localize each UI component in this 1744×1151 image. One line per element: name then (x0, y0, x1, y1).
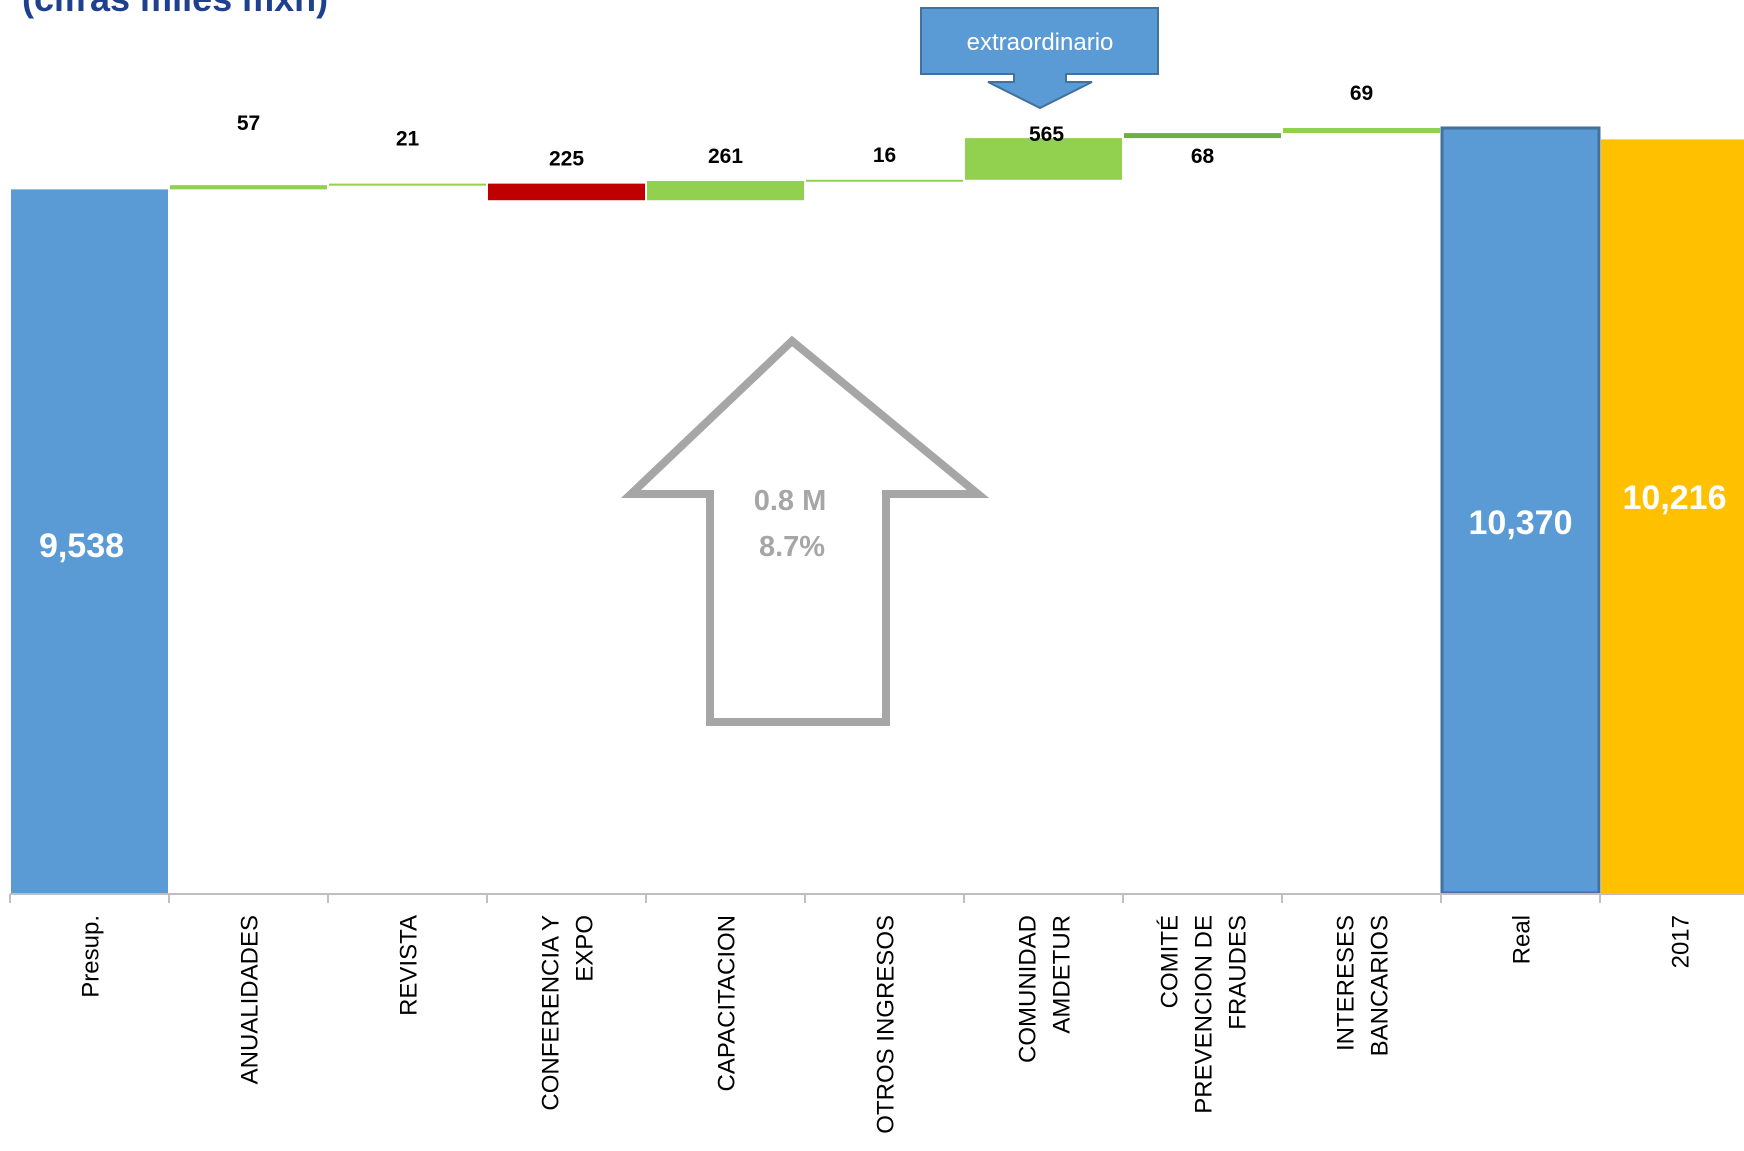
bar-conferencia-y-expo (488, 183, 645, 201)
x-tick-label: 2017 (1668, 915, 1695, 968)
bar-comunidad-amdetur (965, 138, 1122, 180)
value-label: 10,370 (1469, 504, 1573, 542)
bar-revista (329, 183, 486, 186)
arrow-percent-text: 8.7% (759, 531, 825, 563)
x-tick-label: REVISTA (396, 915, 423, 1016)
value-label: 16 (873, 144, 896, 167)
value-label: 10,216 (1623, 479, 1727, 517)
value-label: 69 (1350, 82, 1373, 105)
callout-down-arrow-icon (920, 7, 1159, 110)
x-tick-label: Real (1509, 915, 1536, 964)
bar-comit-prevencion-de-fraudes (1124, 133, 1281, 139)
bar-presup- (11, 189, 168, 893)
value-label: 9,538 (39, 527, 124, 565)
x-tick-label: Presup. (78, 915, 105, 998)
value-label: 565 (1029, 123, 1064, 146)
axis-layer: Presup. ANUALIDADES REVISTA CONFERENCIA Y EX… (9, 893, 1744, 1134)
value-label: 225 (549, 148, 584, 171)
value-label: 21 (396, 128, 420, 151)
x-tick-label: COMITÉ PREVENCION DE FRAUDES (1157, 915, 1252, 1114)
x-tick-label: CAPACITACION (714, 915, 741, 1091)
bars-layer (11, 126, 1744, 895)
arrow-amount-text: 0.8 M (754, 485, 827, 517)
x-tick-label: CONFERENCIA Y EXPO (538, 915, 599, 1111)
bar-anualidades (170, 185, 327, 190)
big-up-arrow: 0.8 M 8.7% (620, 335, 990, 726)
labels-layer: 9,538 57 21 225 261 16 565 68 69 10,370 10,216 (39, 82, 1727, 565)
extraordinario-callout: extraordinario (920, 7, 1159, 110)
bar-capacitacion (647, 180, 804, 201)
x-tick-label: ANUALIDADES (237, 915, 264, 1084)
up-arrow-icon (620, 335, 990, 726)
callout-text: extraordinario (967, 29, 1114, 56)
bar-otros-ingresos (806, 179, 963, 182)
page-title: (cifras miles mxn) (22, 0, 328, 20)
bar-intereses-bancarios (1283, 128, 1440, 134)
x-tick-label: OTROS INGRESOS (873, 915, 900, 1134)
value-label: 68 (1191, 145, 1215, 168)
bar-real (1440, 126, 1601, 895)
x-tick-label: INTERESES BANCARIOS (1333, 915, 1394, 1056)
value-label: 261 (708, 145, 743, 168)
x-tick-label: COMUNIDAD AMDETUR (1015, 915, 1076, 1063)
value-label: 57 (237, 112, 260, 135)
bar-2017 (1601, 139, 1744, 893)
